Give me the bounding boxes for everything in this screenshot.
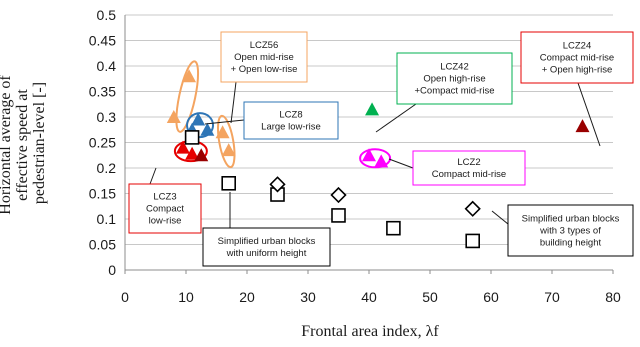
square-marker — [331, 208, 346, 223]
gridlines — [125, 14, 613, 245]
x-axis-title: Frontal area index, λf — [301, 323, 439, 340]
x-tick-label: 80 — [605, 289, 621, 305]
triangle-marker — [182, 69, 197, 83]
triangle-marker — [185, 146, 200, 160]
x-tick-label: 70 — [544, 289, 560, 305]
annotation-box — [520, 31, 634, 84]
annotation-text: Large low-rise — [261, 122, 321, 133]
annotation-leader-line — [204, 119, 245, 125]
triangle-marker — [362, 148, 376, 162]
annotation-text: Simplified urban blocks — [522, 214, 620, 225]
x-tick-label: 40 — [361, 289, 377, 305]
diamond-marker — [330, 186, 347, 204]
annotation-text: LCZ56 — [250, 40, 279, 51]
triangle-marker — [575, 119, 590, 133]
annotation-leader-line — [230, 81, 237, 124]
highlight-ellipse — [217, 114, 236, 169]
y-axis-title-line: pedestrian-level [-] — [31, 82, 48, 204]
triangle-marker — [191, 112, 206, 126]
highlight-ellipse — [175, 60, 200, 133]
annotation-text: building height — [540, 238, 602, 249]
annotation-text: LCZ42 — [440, 62, 469, 73]
y-tick-label: 0.2 — [97, 160, 117, 176]
x-tick-label: 20 — [239, 289, 255, 305]
annotation-leader-line — [577, 82, 601, 147]
annotation-text: LCZ8 — [279, 110, 302, 121]
annotation-text: + Open high-rise — [542, 65, 613, 76]
y-axis-title: Horizontal average of effective speed at… — [0, 71, 48, 214]
annotation-box — [202, 227, 331, 267]
annotation-box — [412, 150, 526, 186]
square-marker — [465, 233, 481, 249]
y-tick-label: 0.3 — [97, 109, 117, 125]
annotation-text: Compact mid-rise — [432, 169, 506, 180]
diamond-marker — [269, 176, 286, 193]
x-tick-label: 30 — [300, 289, 316, 305]
annotation-text: low-rise — [149, 216, 182, 227]
annotation-leader-line — [491, 210, 509, 225]
highlight-ellipse — [186, 112, 215, 139]
triangle-marker — [166, 110, 181, 123]
annotation-text: +Compact mid-rise — [415, 86, 495, 97]
annotation-box — [507, 204, 634, 257]
x-tick-label: 60 — [483, 289, 499, 305]
annotation-text: LCZ2 — [457, 157, 480, 168]
x-tick-labels: 0 10 20 30 40 50 60 70 80 — [121, 289, 621, 305]
triangle-marker — [194, 148, 209, 162]
y-tick-label: 0.4 — [97, 58, 117, 74]
annotation-text: LCZ24 — [563, 41, 592, 52]
annotation-box — [220, 31, 308, 83]
annotation-text: with 3 types of — [539, 226, 601, 237]
triangle-marker — [365, 102, 380, 116]
annotation-text: Open mid-rise — [234, 52, 294, 63]
triangle-marker — [175, 140, 190, 154]
annotation-text: Compact mid-rise — [540, 53, 614, 64]
y-axis-title-line: Horizontal average of — [0, 75, 14, 215]
x-tick-label: 50 — [422, 289, 438, 305]
square-marker — [386, 220, 401, 236]
annotation-text: Simplified urban blocks — [218, 236, 316, 247]
y-tick-label: 0.15 — [89, 186, 116, 202]
y-tick-labels: 0 0.05 0.1 0.15 0.2 0.25 0.3 0.35 0.4 0.45 0.5 — [89, 7, 116, 278]
square-marker — [184, 130, 200, 145]
y-tick-label: 0.1 — [97, 211, 117, 227]
annotation-leader-line — [388, 158, 414, 169]
y-axis-title-line: effective speed at — [14, 89, 31, 201]
data-markers — [166, 69, 590, 249]
axes — [124, 15, 614, 274]
highlight-ellipses — [173, 60, 392, 169]
diamond-marker — [464, 200, 481, 217]
x-tick-label: 0 — [121, 289, 129, 305]
triangle-marker — [374, 154, 389, 168]
y-tick-label: 0 — [108, 262, 116, 278]
annotation-leader-line — [149, 167, 157, 185]
y-tick-label: 0.05 — [89, 237, 116, 253]
x-tick-label: 10 — [178, 289, 194, 305]
triangle-marker — [221, 143, 236, 157]
y-tick-label: 0.5 — [97, 7, 117, 23]
annotation-leader-line — [375, 103, 417, 133]
annotation-text: Compact — [146, 204, 184, 215]
annotation-box — [128, 183, 202, 234]
annotation-box — [396, 52, 513, 105]
square-marker — [221, 176, 236, 191]
annotation-text: with uniform height — [226, 248, 307, 259]
triangle-marker — [200, 122, 215, 136]
triangle-marker — [215, 125, 230, 139]
y-tick-label: 0.35 — [89, 84, 116, 100]
annotation-text: + Open low-rise — [231, 64, 298, 75]
y-tick-label: 0.45 — [89, 33, 116, 49]
annotation-text: Open high-rise — [423, 74, 485, 85]
annotation-text: LCZ3 — [153, 192, 176, 203]
y-tick-label: 0.25 — [89, 135, 116, 151]
annotation-box — [243, 101, 339, 140]
